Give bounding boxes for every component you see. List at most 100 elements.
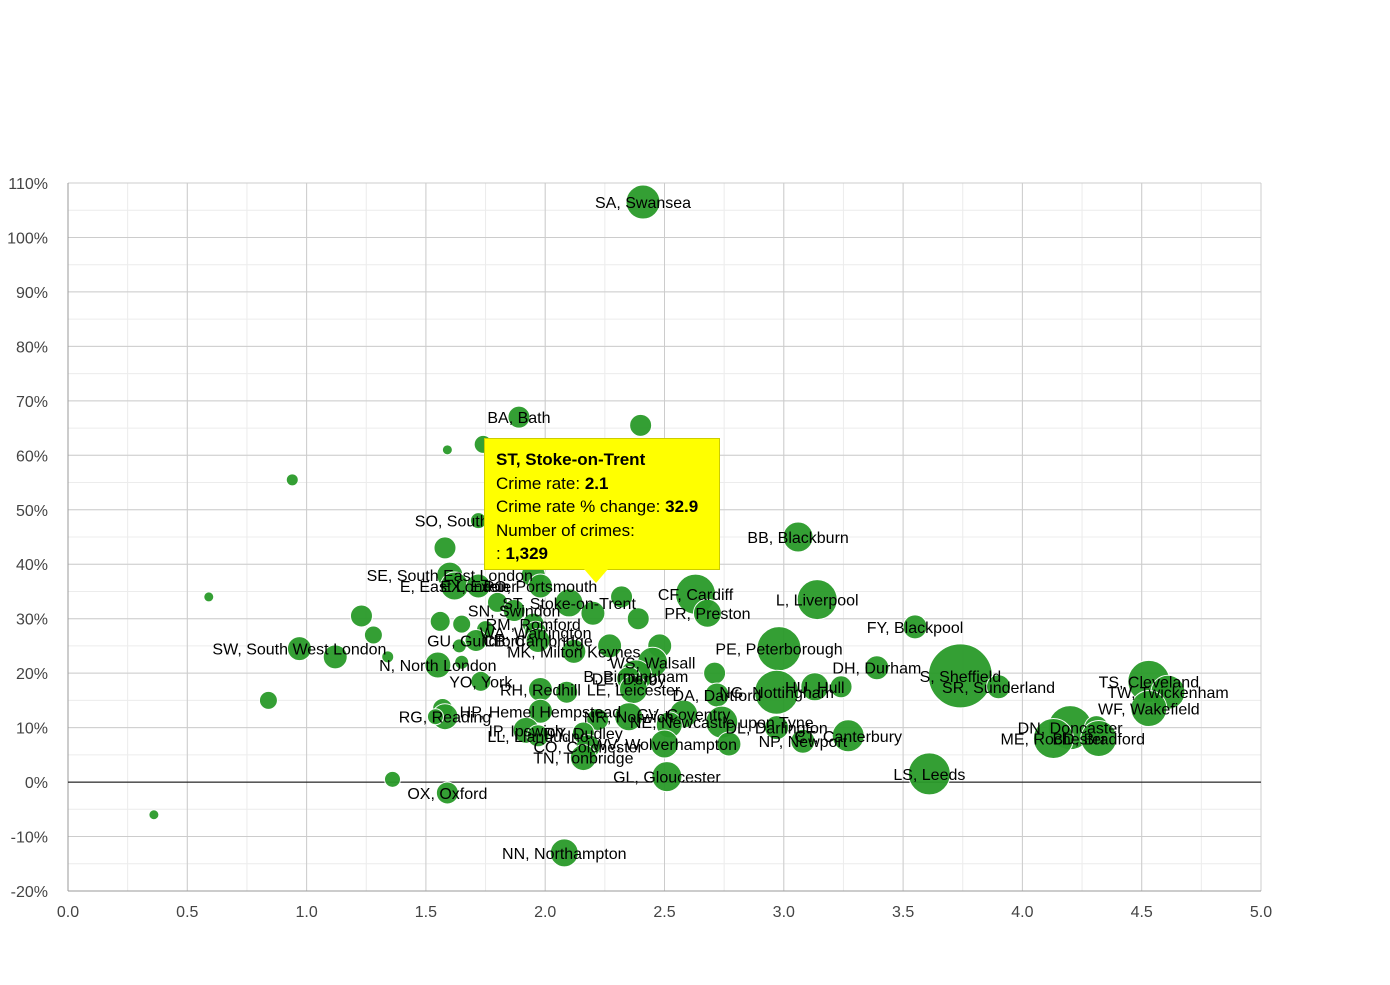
- bubble: [569, 744, 597, 772]
- bubble-label: YO, York: [449, 674, 513, 691]
- bubble: [625, 184, 661, 220]
- bubble-label: BA, Bath: [487, 410, 550, 427]
- bubble: [800, 672, 830, 702]
- tooltip-crimes-value: 1,329: [505, 544, 549, 563]
- bubble-label: TN, Tonbridge: [533, 751, 633, 768]
- x-tick-label: 0.0: [57, 904, 79, 921]
- x-tick-label: 2.0: [534, 904, 556, 921]
- y-tick-label: 10%: [16, 721, 48, 738]
- bubble: [525, 627, 551, 653]
- bubble: [829, 675, 853, 699]
- bubble-label: B, Birmingham: [583, 669, 688, 686]
- bubble: [1032, 718, 1074, 760]
- bubble-label: DN, Doncaster: [1018, 721, 1124, 738]
- bubble-label: NN, Northampton: [502, 846, 627, 863]
- bubble-label: NP, Newport: [759, 734, 848, 751]
- bubble: [452, 614, 472, 634]
- bubble: [831, 719, 865, 753]
- bubble: [502, 599, 526, 623]
- bubble: [703, 661, 727, 685]
- y-tick-label: 40%: [16, 557, 48, 574]
- x-tick-label: 4.5: [1131, 904, 1153, 921]
- bubble-label: RG, Reading: [399, 710, 492, 727]
- bubble-label: SW, South West London: [212, 642, 386, 659]
- tooltip-change-value: 32.9: [665, 497, 699, 516]
- bubble-label: DL, Darlington: [726, 721, 828, 738]
- bubble: [433, 536, 457, 560]
- bubble: [526, 724, 550, 748]
- bubble-label: HP, Hemel Hempstead: [460, 704, 622, 721]
- bubble: [258, 690, 278, 710]
- bubble-label: DY, Dudley: [544, 726, 623, 743]
- bubble-label: LE, Leicester: [587, 682, 681, 699]
- bubble-label: TS, Cleveland: [1099, 674, 1200, 691]
- x-tick-label: 0.5: [176, 904, 198, 921]
- bubble: [580, 600, 606, 626]
- bubble-label: SN, Swindon: [468, 604, 561, 621]
- bubble: [864, 655, 890, 681]
- bubble-label: DA, Dartford: [673, 688, 762, 705]
- bubble: [424, 651, 452, 679]
- y-tick-label: 80%: [16, 339, 48, 356]
- tooltip-crimes-label: Number of crimes:: [496, 520, 635, 540]
- bubble: [716, 731, 742, 757]
- x-tick-label: 1.5: [415, 904, 437, 921]
- bubble: [629, 413, 653, 437]
- x-tick-label: 2.5: [653, 904, 675, 921]
- bubble-label: CT, Canterbury: [794, 729, 902, 746]
- bubble-label: DH, Durham: [832, 661, 921, 678]
- bubble-label: ST, Stoke-on-Trent: [502, 596, 636, 613]
- bubble: [555, 680, 579, 704]
- bubble-label: IP, Ipswich: [488, 723, 563, 740]
- bubble-label: E, East London: [400, 579, 509, 596]
- tooltip-rate-value: 2.1: [584, 473, 609, 493]
- bubble: [902, 614, 928, 640]
- bubble-label: TW, Twickenham: [1107, 685, 1229, 702]
- bubble: [383, 770, 401, 788]
- bubble-label: CV, Coventry: [637, 707, 731, 724]
- bubble-label: NE, Newcastle upon Tyne: [630, 715, 814, 732]
- bubble-label: CF, Cardiff: [658, 587, 734, 604]
- bubble-label: RH, Redhill: [500, 682, 581, 699]
- y-tick-label: 0%: [25, 775, 48, 792]
- bubble-label: DE, Derby: [592, 672, 666, 689]
- bubble: [527, 573, 553, 599]
- bubble: [554, 588, 584, 618]
- bubble-label: OX, Oxford: [407, 786, 487, 803]
- y-tick-label: -20%: [11, 884, 48, 901]
- bubble: [148, 809, 160, 821]
- bubble-label: GU, Guildford: [427, 633, 525, 650]
- x-tick-label: 4.0: [1011, 904, 1033, 921]
- bubble: [1080, 720, 1118, 758]
- x-tick-label: 3.5: [892, 904, 914, 921]
- bubble-label: S, Sheffield: [920, 669, 1002, 686]
- bubble: [692, 598, 722, 628]
- bubble-label: WS, Walsall: [610, 655, 696, 672]
- bubble-label: CO, Colchester: [533, 740, 643, 757]
- tooltip-crimes-prefix: :: [496, 544, 501, 563]
- bubble: [549, 838, 579, 868]
- bubble-label: PO, Portsmouth: [484, 579, 598, 596]
- bubble-label: CB, Cambridge: [483, 633, 592, 650]
- bubble: [586, 707, 610, 731]
- bubble: [610, 585, 634, 609]
- bubble: [381, 650, 395, 664]
- bubble: [651, 761, 683, 793]
- bubble: [790, 728, 816, 754]
- bubble-label: SR, Sunderland: [942, 680, 1055, 697]
- bubble: [754, 669, 800, 715]
- bubble-label: WA, Warrington: [480, 625, 592, 642]
- bubble: [285, 473, 299, 487]
- bubble-label: NR, Norwich: [584, 710, 674, 727]
- bubble: [451, 638, 467, 654]
- bubble-label: LL, Llandudno: [487, 729, 589, 746]
- bubble: [614, 702, 644, 732]
- bubble: [286, 636, 312, 662]
- bubble: [470, 670, 492, 692]
- bubble-label: SE, South East London: [367, 568, 533, 585]
- tooltip: ST, Stoke-on-Trent Crime rate: 2.1 Crime…: [484, 438, 720, 570]
- bubble-label: PE, Peterborough: [715, 642, 842, 659]
- y-tick-label: 100%: [7, 230, 48, 247]
- bubble: [429, 610, 451, 632]
